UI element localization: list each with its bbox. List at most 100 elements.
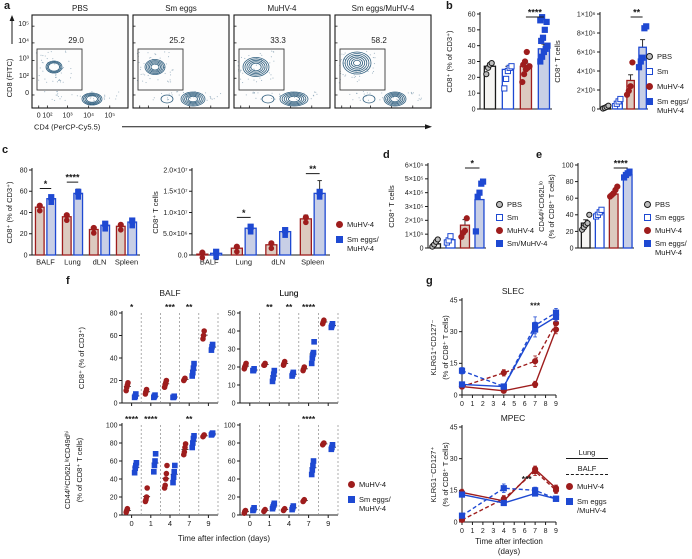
x-tick-label: 7 bbox=[307, 519, 311, 528]
chart-e_pct: 0 20 40 60 80 100 CD44ʰⁱCD62Lˡᵒ (% of CD8⁺ T ce… bbox=[537, 159, 634, 252]
x-tick-label: 10² bbox=[42, 113, 53, 120]
y-tick-label: 0 bbox=[114, 400, 118, 407]
series-line bbox=[461, 492, 557, 504]
data-point bbox=[316, 188, 323, 195]
data-point bbox=[311, 339, 317, 345]
data-point bbox=[213, 248, 220, 255]
chart-b_count: 0 2×10⁵ 4×10⁵ 6×10⁵ 8×10⁵ 1×10⁶ CD8⁺ T cells ** bbox=[553, 8, 650, 113]
y-tick-label: 40 bbox=[110, 355, 118, 362]
contour-population bbox=[184, 93, 202, 105]
data-point bbox=[532, 487, 539, 494]
contour-population bbox=[45, 60, 63, 74]
data-point bbox=[182, 375, 188, 382]
sm-muhv4-marker-icon bbox=[496, 240, 503, 247]
data-point bbox=[541, 26, 548, 33]
x-tick-label: 0 bbox=[460, 528, 464, 535]
flow-plot-frame bbox=[132, 14, 230, 109]
data-point bbox=[532, 381, 539, 388]
legend-label: Sm eggs/ MuHV-4 bbox=[359, 495, 391, 513]
y-tick-label: 0 bbox=[570, 245, 574, 252]
f-x-axis-label: Time after infection (days) bbox=[178, 534, 271, 543]
contour-population bbox=[344, 53, 370, 73]
x-tick-label: 6 bbox=[523, 401, 527, 408]
flow-x-axis-label: CD4 (PerCP-Cy5.5) bbox=[34, 123, 101, 132]
data-point bbox=[526, 63, 533, 70]
right-arrow-icon bbox=[425, 124, 432, 130]
gate-rectangle bbox=[339, 48, 386, 91]
data-point bbox=[447, 233, 454, 240]
data-point bbox=[90, 224, 97, 232]
contour-population bbox=[246, 59, 266, 75]
x-tick-label: 0 bbox=[130, 519, 134, 528]
series-line bbox=[461, 470, 557, 521]
significance-stars: *** bbox=[522, 474, 533, 484]
muhv4-marker-icon bbox=[348, 481, 355, 488]
y-tick-label: 80 bbox=[228, 440, 236, 447]
contour-population bbox=[185, 94, 200, 104]
contour-population bbox=[81, 92, 103, 106]
y-tick-label: 15 bbox=[450, 488, 458, 495]
data-point bbox=[262, 506, 268, 513]
x-tick-label: 0 bbox=[248, 519, 252, 528]
legend-label: MuHV-4 bbox=[655, 226, 683, 235]
data-point bbox=[626, 168, 633, 175]
data-point bbox=[152, 458, 158, 464]
data-point bbox=[308, 471, 315, 478]
data-point bbox=[586, 211, 593, 218]
contour-population bbox=[353, 59, 361, 67]
y-tick-label: 40 bbox=[228, 328, 236, 335]
panel-f-labels: Lung Time after infection (days) bbox=[178, 288, 299, 543]
flow-plot-title: Sm eggs/MuHV-4 bbox=[352, 4, 415, 13]
data-point bbox=[301, 364, 308, 370]
data-point bbox=[552, 495, 560, 502]
legend-item: MuHV-4 bbox=[496, 226, 547, 235]
data-point bbox=[36, 202, 43, 209]
data-point bbox=[152, 392, 158, 398]
y-tick-label: 0 bbox=[232, 400, 236, 407]
legend-item: PBS bbox=[644, 200, 687, 209]
y-axis-label: KLRG1⁺CD127⁻ bbox=[429, 320, 438, 376]
category-label: dLN bbox=[271, 258, 285, 267]
data-point bbox=[598, 206, 605, 213]
significance-stars: *** bbox=[530, 300, 541, 310]
muhv4-marker-icon bbox=[566, 483, 573, 490]
contour-population bbox=[386, 93, 404, 105]
data-point bbox=[243, 360, 249, 367]
contour-population bbox=[187, 95, 199, 103]
pbs-marker-icon bbox=[644, 201, 651, 208]
contour-population bbox=[180, 91, 206, 107]
y-axis-label: CD8⁺ T cells bbox=[553, 40, 562, 83]
legend-item: Sm eggs/ MuHV-4 bbox=[646, 97, 689, 115]
legend-label: MuHV-4 bbox=[347, 220, 375, 229]
panel-label-e: e bbox=[536, 149, 543, 161]
data-point bbox=[282, 227, 289, 234]
contour-population bbox=[283, 93, 305, 105]
x-tick-label: 7 bbox=[187, 519, 191, 528]
category-label: Lung bbox=[64, 258, 81, 267]
data-point bbox=[170, 474, 177, 480]
legend-label: Sm bbox=[507, 213, 519, 222]
significance-stars: * bbox=[44, 179, 48, 189]
y-tick-label: 0 bbox=[472, 106, 476, 113]
data-point bbox=[262, 360, 268, 367]
data-point bbox=[309, 467, 316, 473]
legend-item: Sm/MuHV-4 bbox=[496, 239, 547, 248]
legend-label: MuHV-4 bbox=[577, 482, 605, 491]
y-axis-label: (% of CD8⁺ T cells) bbox=[441, 315, 450, 380]
data-point bbox=[458, 512, 466, 519]
panel-g-labels: Time after infection(days) bbox=[475, 537, 543, 556]
data-point bbox=[102, 220, 109, 227]
data-point bbox=[251, 505, 257, 511]
y-tick-label: 60 bbox=[468, 11, 476, 18]
y-tick-label: 0.0 bbox=[178, 252, 188, 259]
flow-plot-frame bbox=[334, 14, 432, 109]
data-point bbox=[461, 227, 469, 234]
data-point bbox=[199, 254, 206, 261]
x-tick-label: 10⁴ bbox=[83, 113, 94, 120]
data-point bbox=[131, 469, 138, 476]
pbs-marker-icon bbox=[496, 201, 503, 208]
y-tick-label: 10 bbox=[468, 91, 476, 98]
